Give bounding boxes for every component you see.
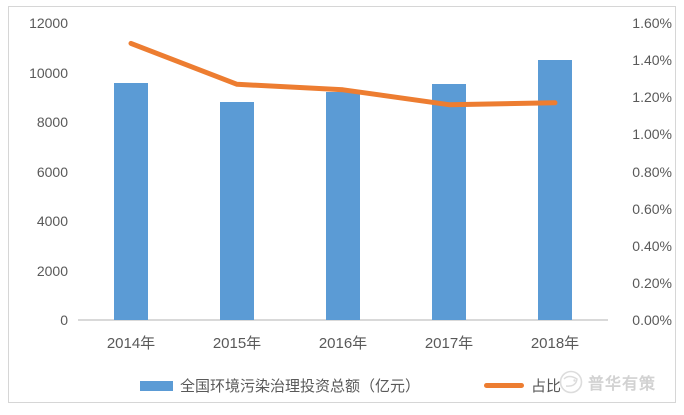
right-axis-tick-label: 0.60% [632,200,672,217]
x-axis-label: 2018年 [530,335,580,352]
watermark-text: 普华有策 [588,376,657,393]
x-axis-label: 2015年 [212,335,262,352]
legend-investment-label: 全国环境污染治理投资总额（亿元） [180,378,421,395]
right-axis-tick-label: 1.60% [632,15,672,31]
x-axis-label: 2016年 [318,335,368,352]
legend: 全国环境污染治理投资总额（亿元） 占比 [140,375,561,396]
right-axis-tick-label: 1.20% [632,89,672,106]
puhua-logo-icon [559,370,583,394]
left-axis-tick-label: 8000 [36,114,68,130]
right-axis-tick-label: 0.40% [632,237,672,254]
legend-item-investment: 全国环境污染治理投资总额（亿元） [140,375,420,396]
x-axis-label: 2014年 [106,335,156,352]
x-axis-line [78,319,608,321]
right-axis-tick-label: 1.40% [632,52,672,69]
bar-2018年 [538,60,572,320]
bar-2015年 [220,102,254,320]
right-axis-tick-label: 1.00% [632,126,672,143]
legend-ratio-label: 占比 [531,378,562,395]
left-axis-tick-label: 10000 [29,64,68,81]
right-axis-tick-label: 0.80% [632,163,672,180]
bar-2014年 [114,83,148,320]
legend-item-ratio: 占比 [484,375,561,396]
left-axis-tick-label: 6000 [36,163,68,180]
left-axis-tick-label: 12000 [29,15,68,31]
legend-line-swatch-icon [484,383,525,388]
left-axis-tick-label: 0 [60,312,68,328]
left-axis-tick-label: 4000 [36,213,68,229]
bar-2016年 [326,91,360,320]
bar-2017年 [432,83,466,320]
left-axis-tick-label: 2000 [36,262,68,279]
x-axis-label: 2017年 [424,335,474,352]
legend-bar-swatch-icon [140,380,173,391]
right-axis-tick-label: 0.20% [632,274,672,291]
right-axis-tick-label: 0.00% [632,312,672,328]
watermark: 普华有策 [558,369,656,395]
